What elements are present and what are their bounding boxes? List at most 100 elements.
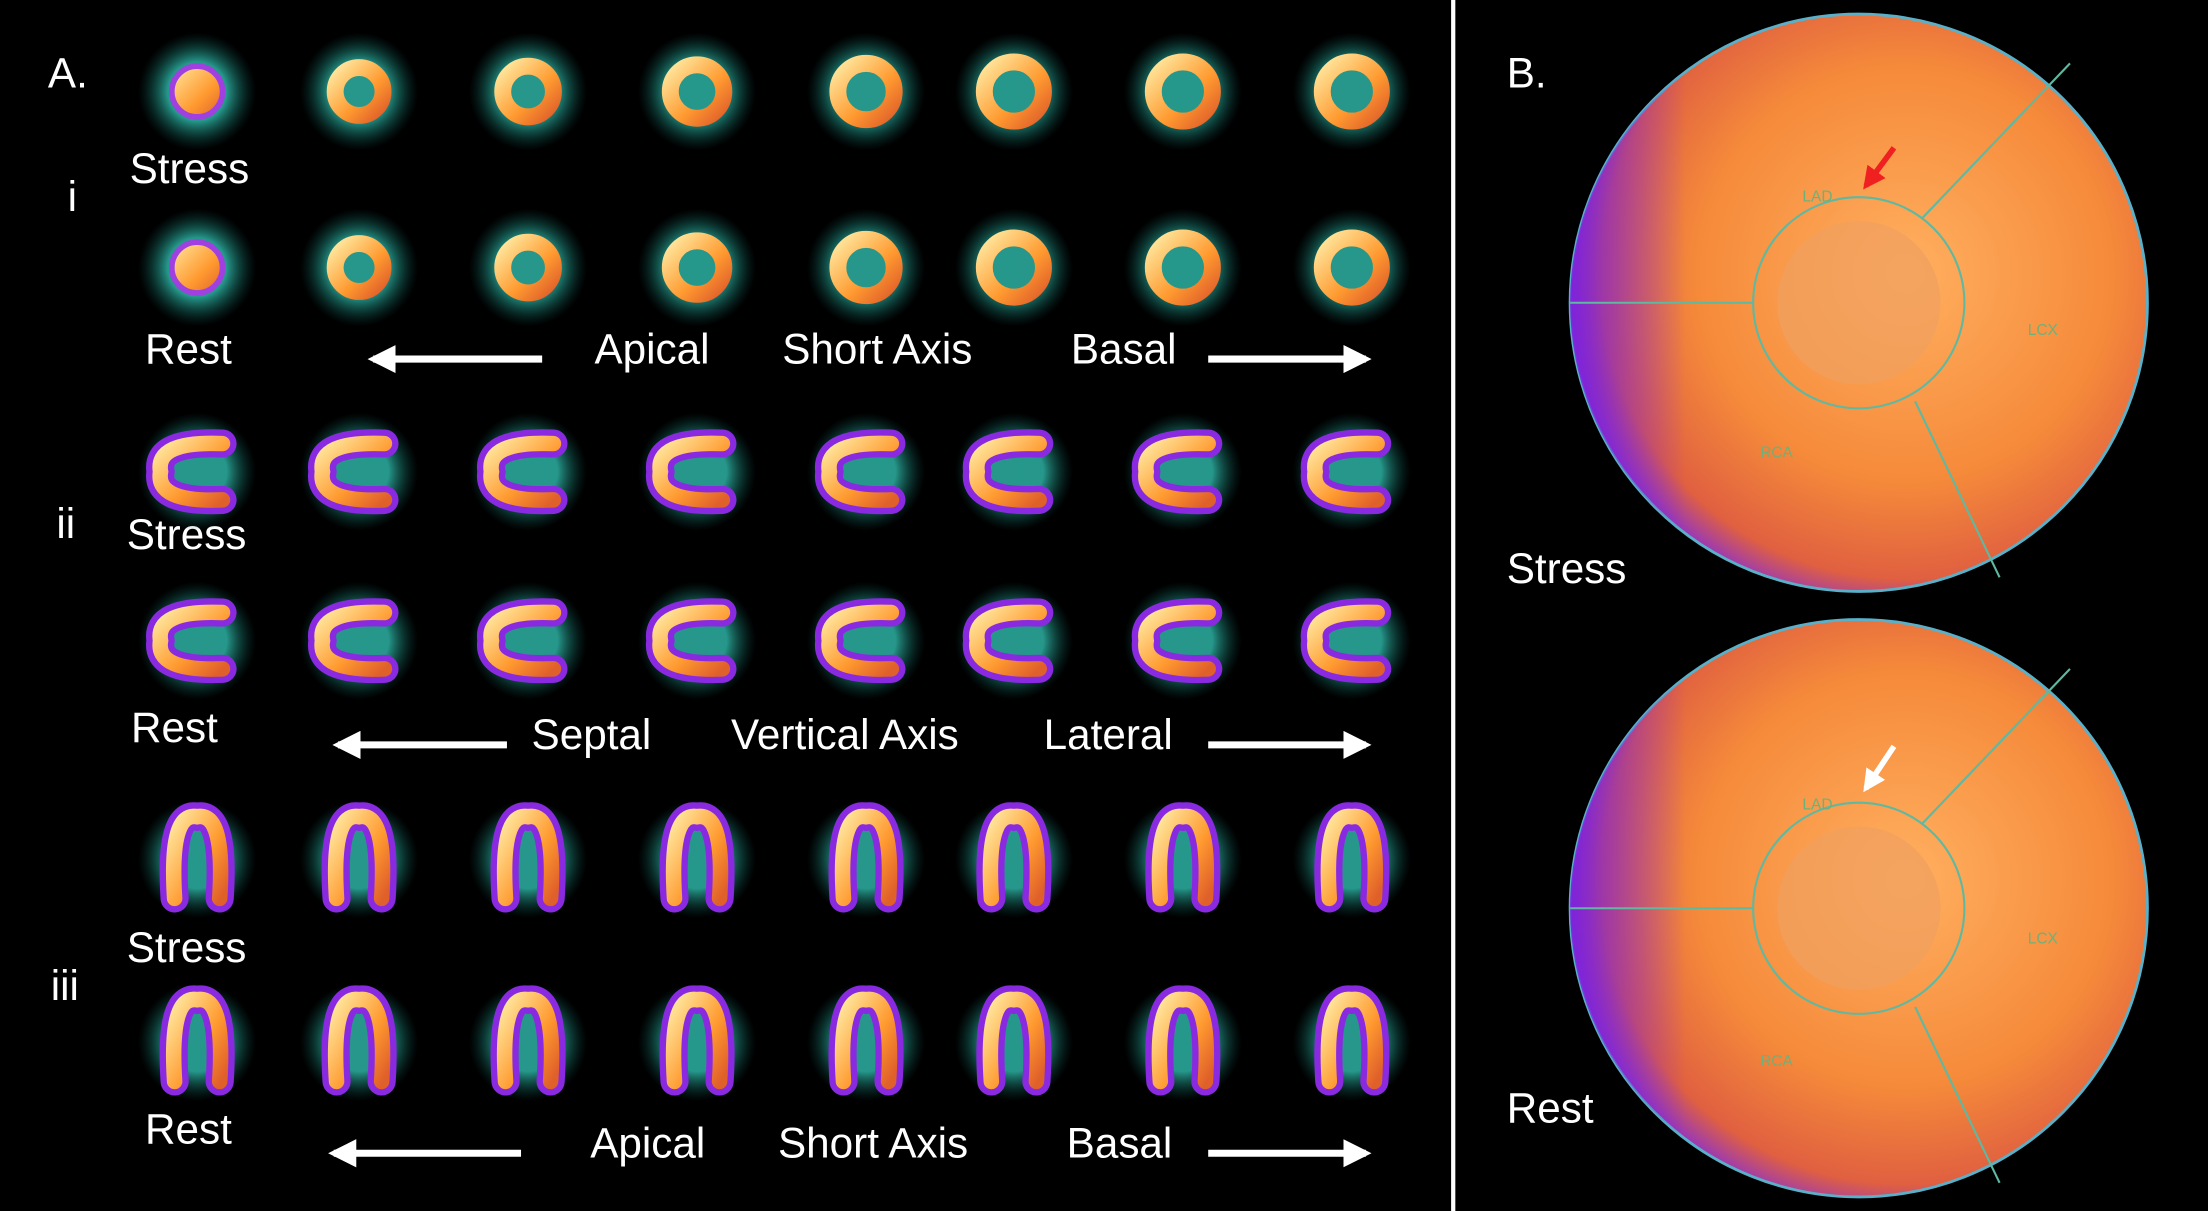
slice bbox=[327, 991, 391, 1090]
slice bbox=[1320, 808, 1384, 907]
map-label: Rest bbox=[1507, 1084, 1594, 1131]
slice bbox=[494, 57, 562, 126]
slice bbox=[496, 991, 560, 1090]
slice-glow bbox=[637, 208, 757, 327]
slice bbox=[168, 63, 226, 120]
slice bbox=[483, 604, 562, 677]
segment-line bbox=[1921, 62, 2071, 219]
slice bbox=[1320, 991, 1384, 1090]
pointer-arrow bbox=[1863, 744, 1897, 793]
slice bbox=[975, 229, 1052, 306]
group-label: i bbox=[68, 173, 77, 220]
group-label: iii bbox=[51, 962, 79, 1009]
region-label: LCX bbox=[2028, 322, 2058, 339]
axis-label: Apical bbox=[590, 1119, 705, 1166]
region-label: LCX bbox=[2028, 930, 2058, 947]
region-label: LAD bbox=[1802, 797, 1832, 814]
row-label: Rest bbox=[131, 704, 218, 751]
slice bbox=[821, 604, 900, 677]
slice bbox=[326, 235, 392, 300]
slice-glow bbox=[1123, 32, 1242, 151]
slice-glow bbox=[806, 32, 926, 151]
axis-label: Short Axis bbox=[778, 1119, 968, 1166]
axis-label: Septal bbox=[532, 711, 652, 758]
slice-glow bbox=[1123, 208, 1242, 327]
axis-label: Lateral bbox=[1044, 711, 1173, 758]
slice bbox=[1151, 991, 1215, 1090]
slice bbox=[969, 435, 1047, 508]
panel-label: A. bbox=[48, 49, 88, 96]
slice-glow bbox=[954, 32, 1074, 151]
slice bbox=[1307, 435, 1385, 508]
slice bbox=[821, 435, 900, 508]
slice bbox=[665, 808, 729, 907]
slice bbox=[496, 808, 560, 907]
slice bbox=[1138, 604, 1216, 677]
slice-glow bbox=[637, 32, 757, 151]
slice-glow bbox=[299, 208, 419, 327]
panel-b: Stress LAD LCX RCA Rest LAD LCX RCA bbox=[1507, 12, 2149, 1199]
slice bbox=[829, 54, 903, 129]
slice bbox=[1313, 53, 1390, 130]
panel-label: B. bbox=[1507, 49, 1547, 96]
pointer-arrow bbox=[1863, 146, 1897, 190]
slice bbox=[969, 604, 1047, 677]
panel-a: i Stress Rest Apical Short Axis Basal ii Stress… bbox=[51, 32, 1411, 1168]
slice bbox=[314, 604, 393, 677]
axis-label: Basal bbox=[1067, 1119, 1173, 1166]
slice bbox=[834, 991, 898, 1090]
slice bbox=[1151, 808, 1215, 907]
slice-glow bbox=[468, 32, 588, 151]
group-label: ii bbox=[56, 500, 75, 547]
slice-glow bbox=[299, 32, 419, 151]
slice bbox=[168, 239, 226, 296]
slice bbox=[652, 435, 731, 508]
slice bbox=[982, 808, 1046, 907]
segment-line bbox=[1914, 1006, 2001, 1184]
axis-label: Short Axis bbox=[782, 325, 972, 372]
slice bbox=[834, 808, 898, 907]
row-label: Stress bbox=[130, 145, 250, 192]
map-label: Stress bbox=[1507, 545, 1627, 592]
polar-center bbox=[1777, 826, 1941, 990]
segment-line bbox=[1921, 668, 2071, 825]
row-label: Rest bbox=[145, 1105, 232, 1152]
slice bbox=[483, 435, 562, 508]
region-label: LAD bbox=[1802, 188, 1832, 205]
region-label: RCA bbox=[1760, 445, 1793, 462]
slice bbox=[652, 604, 731, 677]
slice bbox=[165, 991, 229, 1090]
axis-label: Vertical Axis bbox=[731, 711, 959, 758]
polar-center bbox=[1777, 221, 1941, 385]
row-label: Stress bbox=[127, 924, 247, 971]
slice bbox=[665, 991, 729, 1090]
slice bbox=[661, 56, 733, 127]
axis-label: Apical bbox=[594, 325, 709, 372]
slice-glow bbox=[806, 208, 926, 327]
slice bbox=[152, 604, 231, 677]
slice bbox=[1307, 604, 1385, 677]
slice bbox=[326, 59, 392, 124]
slice bbox=[494, 233, 562, 302]
slice bbox=[314, 435, 393, 508]
slice bbox=[1144, 229, 1221, 306]
slice-glow bbox=[954, 208, 1074, 327]
slice-glow bbox=[1292, 208, 1411, 327]
slice-glow bbox=[1292, 32, 1411, 151]
slice bbox=[152, 435, 231, 508]
slice bbox=[1144, 53, 1221, 130]
slice bbox=[327, 808, 391, 907]
slice bbox=[982, 991, 1046, 1090]
slice-glow bbox=[468, 208, 588, 327]
slice bbox=[1138, 435, 1216, 508]
slice bbox=[1313, 229, 1390, 306]
slice bbox=[661, 232, 733, 303]
slice bbox=[829, 230, 903, 305]
segment-line bbox=[1914, 400, 2001, 578]
region-label: RCA bbox=[1760, 1053, 1793, 1070]
row-label: Rest bbox=[145, 325, 232, 372]
slice bbox=[165, 808, 229, 907]
axis-label: Basal bbox=[1071, 325, 1177, 372]
